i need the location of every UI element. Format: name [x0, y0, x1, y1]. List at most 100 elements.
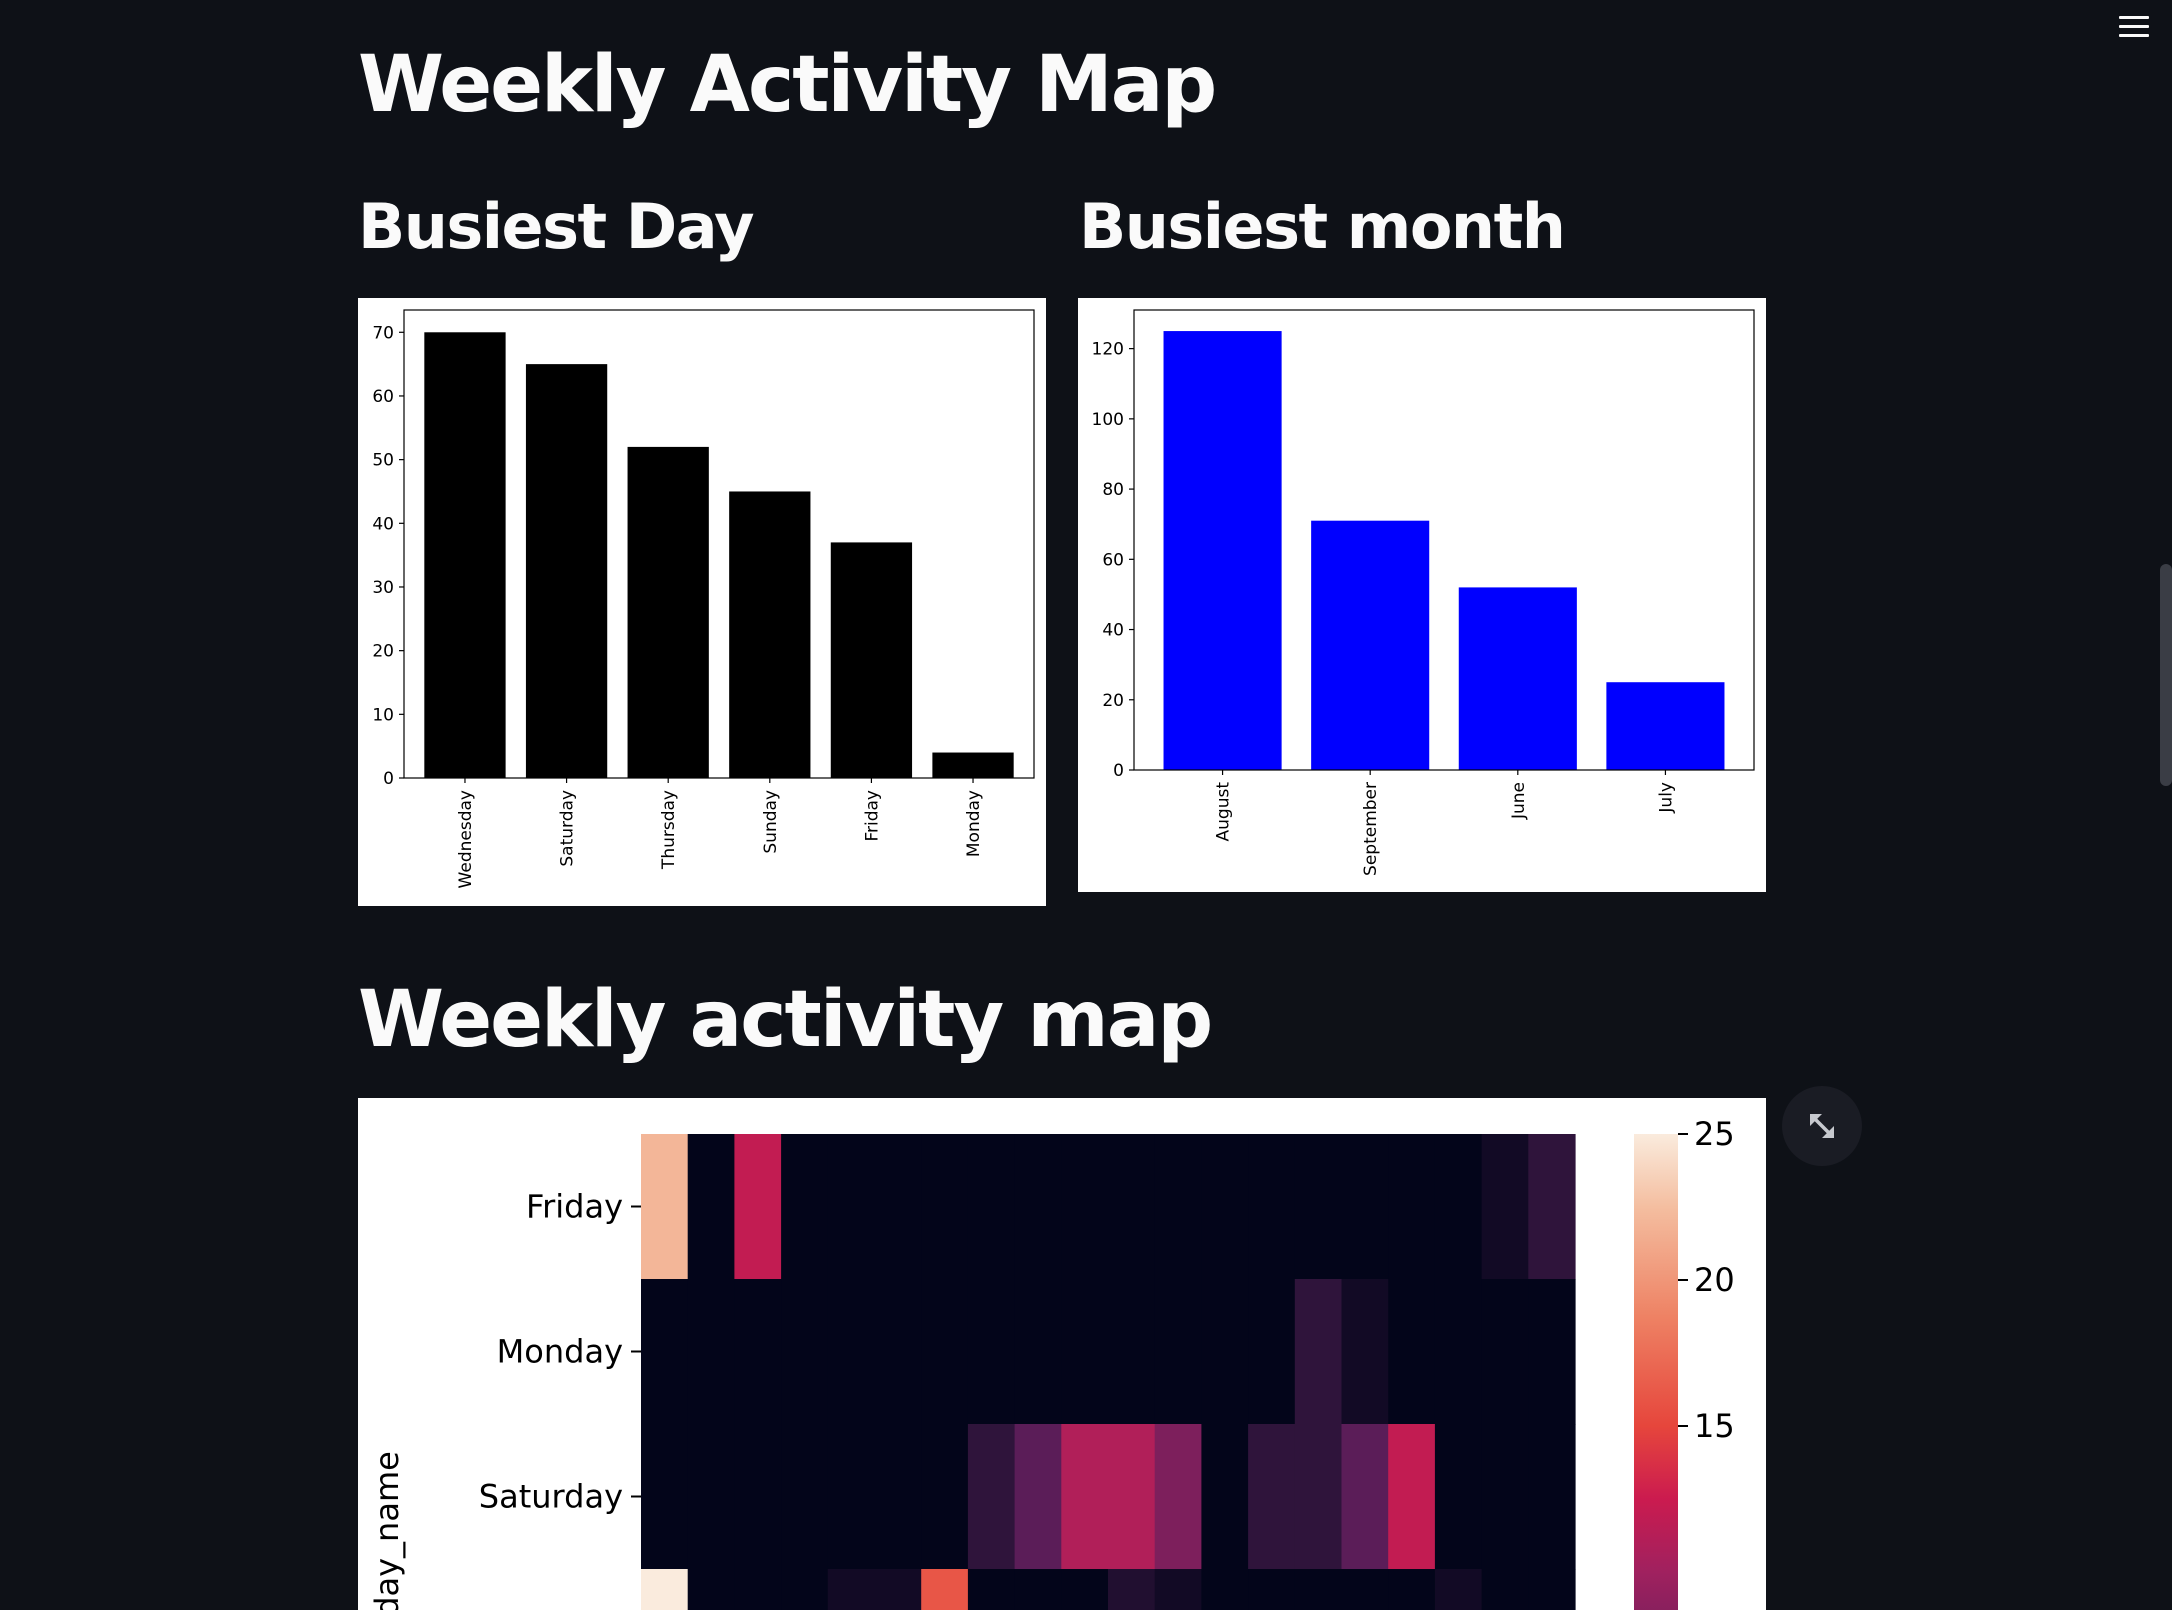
fullscreen-expand-icon — [1810, 1114, 1834, 1138]
heatmap-row-label: Friday — [526, 1188, 623, 1226]
y-tick-label: 80 — [1102, 480, 1124, 500]
heatmap-cell — [1434, 1424, 1483, 1570]
bar-wednesday — [424, 332, 506, 778]
heatmap-cell — [1014, 1279, 1062, 1425]
heatmap-cell — [734, 1569, 782, 1610]
busiest-month-chart-svg: August September June July 0 20 40 60 80 100 120 — [1092, 309, 1755, 876]
heatmap-cell — [967, 1569, 1016, 1610]
y-tick-label: 0 — [383, 769, 394, 789]
heatmap-cell — [781, 1134, 829, 1280]
heatmap-cell — [641, 1134, 689, 1280]
heatmap-cell — [1201, 1279, 1249, 1425]
heatmap-cell — [1388, 1569, 1436, 1610]
heatmap-cell — [1388, 1279, 1436, 1425]
heatmap-cell — [734, 1134, 782, 1280]
heatmap-cell — [1341, 1424, 1389, 1570]
y-tick-label: 20 — [372, 642, 394, 662]
heatmap-cell — [1061, 1569, 1109, 1610]
heatmap-row-label: Monday — [497, 1333, 623, 1371]
heatmap-cell — [1481, 1279, 1529, 1425]
busiest-day-chart: Wednesday Saturday Thursday Sunday Friday Mon… — [358, 298, 1046, 906]
x-tick-label: Sunday — [761, 790, 781, 854]
heatmap-cell — [967, 1424, 1016, 1570]
heatmap-cell — [1201, 1134, 1249, 1280]
heatmap-cell — [687, 1134, 735, 1280]
y-tick-label: 50 — [372, 451, 394, 471]
heatmap-cell — [1294, 1279, 1343, 1425]
busiest-month-title: Busiest month — [1079, 190, 1566, 263]
heatmap-cell — [1108, 1279, 1156, 1425]
x-tick-label: Friday — [862, 790, 882, 842]
heatmap-row-label: Saturday — [479, 1478, 623, 1516]
heatmap-cell — [1061, 1424, 1109, 1570]
bar-sunday — [729, 491, 811, 778]
heatmap-cell — [921, 1569, 969, 1610]
bar-saturday — [525, 364, 608, 778]
heatmap-cell — [1388, 1134, 1436, 1280]
busiest-day-title: Busiest Day — [358, 190, 755, 263]
y-tick-label: 40 — [1102, 621, 1124, 641]
colorbar — [1634, 1134, 1678, 1610]
x-tick-label: June — [1509, 782, 1529, 820]
heatmap-cell — [1061, 1279, 1109, 1425]
bar-friday — [830, 542, 913, 778]
heatmap-cell — [1154, 1569, 1202, 1610]
heatmap-cell — [687, 1424, 735, 1570]
heatmap-cell — [921, 1279, 969, 1425]
heatmap-cell — [874, 1279, 922, 1425]
heatmap-cell — [781, 1424, 829, 1570]
hamburger-menu-icon — [2114, 16, 2154, 37]
x-tick-label: Monday — [964, 790, 984, 857]
page-scrollbar[interactable] — [2160, 564, 2172, 786]
heatmap-cell — [827, 1569, 876, 1610]
heatmap-cell — [781, 1279, 829, 1425]
colorbar-tick-label: 20 — [1694, 1261, 1735, 1299]
heatmap-cell — [1434, 1569, 1483, 1610]
heatmap-cell — [1294, 1134, 1343, 1280]
heatmap-cell — [1248, 1279, 1296, 1425]
heatmap-cell — [1108, 1424, 1156, 1570]
heatmap-cell — [687, 1569, 735, 1610]
plot-frame — [403, 309, 1035, 779]
heatmap-cell — [1248, 1569, 1296, 1610]
main-menu-button[interactable] — [2114, 10, 2154, 46]
x-tick-label: September — [1361, 782, 1381, 876]
busiest-day-chart-svg: Wednesday Saturday Thursday Sunday Friday Mon… — [372, 309, 1035, 888]
y-tick-label: 20 — [1102, 691, 1124, 711]
plot-frame — [1133, 309, 1755, 771]
y-tick-label: 0 — [1113, 761, 1124, 781]
heatmap-cell — [781, 1569, 829, 1610]
y-tick-label: 60 — [372, 387, 394, 407]
heatmap-cell — [921, 1424, 969, 1570]
heatmap-cell — [1294, 1424, 1343, 1570]
heatmap-cell — [1014, 1569, 1062, 1610]
heatmap-cell — [921, 1134, 969, 1280]
colorbar-tick-label: 25 — [1694, 1115, 1735, 1153]
y-tick-label: 40 — [372, 514, 394, 534]
heatmap-cell — [641, 1424, 689, 1570]
heatmap-cell — [1201, 1569, 1249, 1610]
heatmap-cell — [1108, 1569, 1156, 1610]
heatmap-cell — [1248, 1424, 1296, 1570]
bar-august — [1163, 331, 1282, 770]
heatmap-cell — [874, 1424, 922, 1570]
bar-june — [1458, 587, 1577, 770]
y-tick-label: 10 — [372, 705, 394, 725]
heatmap-cell — [1014, 1134, 1062, 1280]
x-tick-label: Thursday — [659, 790, 679, 870]
fullscreen-expand-button[interactable] — [1782, 1086, 1862, 1166]
heatmap-cell — [1528, 1134, 1576, 1280]
heatmap-cell — [1341, 1569, 1389, 1610]
heatmap-cell — [1154, 1134, 1202, 1280]
heatmap-title: Weekly activity map — [358, 975, 1213, 1065]
y-tick-label: 100 — [1092, 410, 1124, 430]
heatmap-cell — [1481, 1569, 1529, 1610]
heatmap-cell — [1528, 1279, 1576, 1425]
heatmap-cell — [1528, 1424, 1576, 1570]
x-tick-label: August — [1214, 782, 1234, 842]
heatmap-cell — [1341, 1134, 1389, 1280]
heatmap-cell — [1481, 1424, 1529, 1570]
page-title: Weekly Activity Map — [358, 40, 1217, 130]
bar-july — [1606, 682, 1725, 770]
heatmap-cell — [1108, 1134, 1156, 1280]
